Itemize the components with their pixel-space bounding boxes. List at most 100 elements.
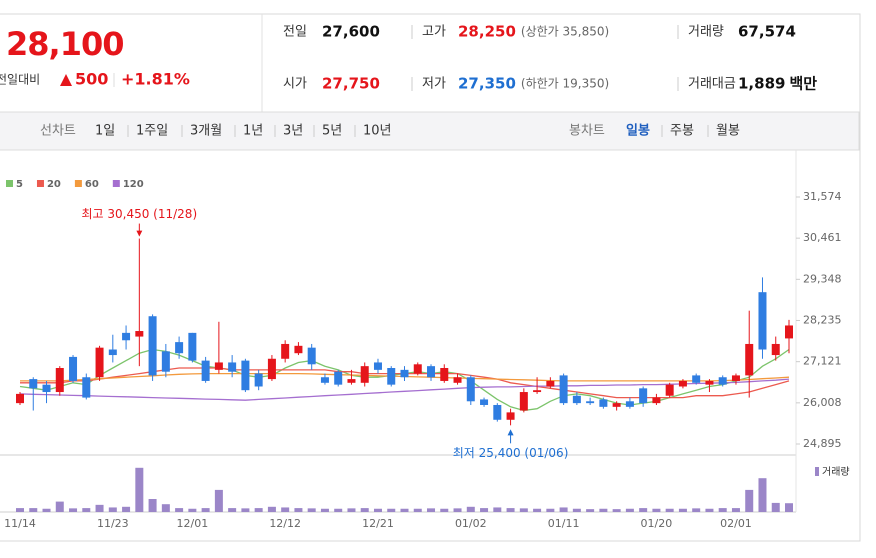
volume-bar bbox=[665, 508, 674, 512]
y-tick-label: 27,121 bbox=[803, 355, 842, 368]
candle-body bbox=[161, 351, 170, 372]
moving-average bbox=[19, 378, 790, 401]
candle-body bbox=[466, 377, 475, 402]
current-price: 28,100 bbox=[6, 25, 123, 63]
volume-legend: 거래량 bbox=[822, 466, 850, 478]
volume-bar bbox=[95, 504, 104, 512]
stat-note: (하한가 19,350) bbox=[521, 77, 609, 91]
candle-body bbox=[294, 345, 303, 354]
candle-body bbox=[387, 368, 396, 385]
volume-bar bbox=[586, 509, 595, 512]
period-tab[interactable]: 5년 bbox=[322, 124, 342, 139]
candle-body bbox=[652, 397, 661, 404]
candle-body bbox=[214, 362, 223, 370]
x-tick-label: 12/01 bbox=[177, 517, 209, 530]
candle-body bbox=[639, 388, 648, 404]
candle-body bbox=[228, 362, 237, 372]
volume-bar bbox=[599, 508, 608, 512]
period-tab[interactable]: 10년 bbox=[363, 124, 392, 139]
volume-bar bbox=[360, 508, 369, 512]
candle-body bbox=[55, 368, 64, 393]
x-tick-label: 11/14 bbox=[4, 517, 36, 530]
period-tab[interactable]: 1년 bbox=[243, 124, 263, 139]
volume-bar bbox=[307, 508, 316, 512]
candle-body bbox=[519, 392, 528, 411]
volume-bar bbox=[639, 508, 648, 512]
stat-label: 고가 bbox=[422, 25, 446, 40]
volume-bar bbox=[440, 508, 449, 512]
volume-bar bbox=[175, 508, 184, 512]
legend-label: 60 bbox=[85, 179, 99, 190]
y-tick-label: 26,008 bbox=[803, 396, 842, 409]
volume-bar bbox=[267, 506, 276, 512]
volume-bar bbox=[546, 508, 555, 512]
candle-body bbox=[42, 384, 51, 393]
period-tab[interactable]: 1주일 bbox=[136, 124, 168, 139]
period-tab[interactable]: 1일 bbox=[95, 124, 115, 139]
legend-swatch bbox=[36, 180, 44, 187]
candle-tab[interactable]: 일봉 bbox=[626, 124, 650, 139]
volume-bar bbox=[334, 508, 343, 512]
stat-value: 67,574 bbox=[738, 23, 796, 41]
candle-body bbox=[201, 360, 210, 381]
candle-body bbox=[69, 356, 78, 381]
candle-body bbox=[758, 292, 767, 350]
candle-body bbox=[108, 349, 117, 356]
change: 500 bbox=[75, 70, 108, 89]
candle-body bbox=[731, 375, 740, 381]
volume-bar bbox=[785, 503, 793, 512]
volume-bar bbox=[731, 508, 740, 512]
candle-body bbox=[347, 379, 356, 383]
candle-body bbox=[785, 325, 793, 339]
change-label: 전일대비 bbox=[0, 73, 40, 87]
candle-body bbox=[254, 373, 263, 387]
panel bbox=[0, 13, 861, 542]
volume-bar bbox=[55, 501, 64, 512]
candle-body bbox=[546, 380, 555, 387]
candle-body bbox=[440, 368, 449, 381]
legend-swatch bbox=[74, 180, 82, 187]
candle-body bbox=[334, 371, 343, 385]
x-tick-label: 01/20 bbox=[641, 517, 673, 530]
volume-bar bbox=[387, 508, 396, 512]
stats: 전일 27,600 고가 28,250 (상한가 35,850) 거래량 67,574 시가 2… bbox=[283, 23, 817, 93]
candle-body bbox=[175, 342, 184, 354]
y-tick-label: 28,235 bbox=[803, 313, 842, 326]
volume-bar bbox=[413, 508, 422, 512]
x-tick-label: 11/23 bbox=[97, 517, 129, 530]
period-tab[interactable]: 3년 bbox=[283, 124, 303, 139]
candle-body bbox=[692, 375, 701, 383]
tab-group-label: 선차트 bbox=[40, 124, 76, 139]
volume-bar bbox=[347, 508, 356, 512]
candle-body bbox=[320, 377, 329, 383]
legend-swatch bbox=[112, 180, 120, 187]
volume-bar bbox=[29, 508, 38, 512]
up-arrow bbox=[60, 74, 72, 86]
volume-bar bbox=[294, 508, 303, 512]
candle-body bbox=[678, 380, 687, 387]
volume-bar bbox=[201, 508, 210, 512]
tab-bar bbox=[0, 111, 860, 151]
period-tab[interactable]: 3개월 bbox=[190, 124, 222, 139]
y-tick-label: 24,895 bbox=[803, 437, 842, 450]
candle-body bbox=[506, 412, 515, 420]
candle-body bbox=[493, 404, 502, 420]
stat-value: 28,250 bbox=[458, 23, 516, 41]
candle-body bbox=[135, 331, 144, 337]
volume-bar bbox=[82, 508, 91, 512]
high-annotation: 최고 30,450 (11/28) bbox=[81, 207, 197, 221]
x-tick-label: 01/11 bbox=[548, 517, 580, 530]
legend-label: 120 bbox=[123, 179, 144, 190]
stat-value: 27,600 bbox=[322, 23, 380, 41]
volume-bar bbox=[373, 508, 382, 512]
stat-label: 저가 bbox=[422, 77, 446, 92]
legend-label: 20 bbox=[47, 179, 61, 190]
x-tick-label: 12/21 bbox=[362, 517, 394, 530]
volume-bar bbox=[572, 508, 581, 512]
volume-bar bbox=[16, 508, 24, 512]
stat-value: 1,889 bbox=[738, 75, 785, 93]
candle-tab[interactable]: 월봉 bbox=[716, 124, 740, 139]
candle-tab[interactable]: 주봉 bbox=[670, 124, 694, 139]
candle-body bbox=[705, 380, 714, 385]
